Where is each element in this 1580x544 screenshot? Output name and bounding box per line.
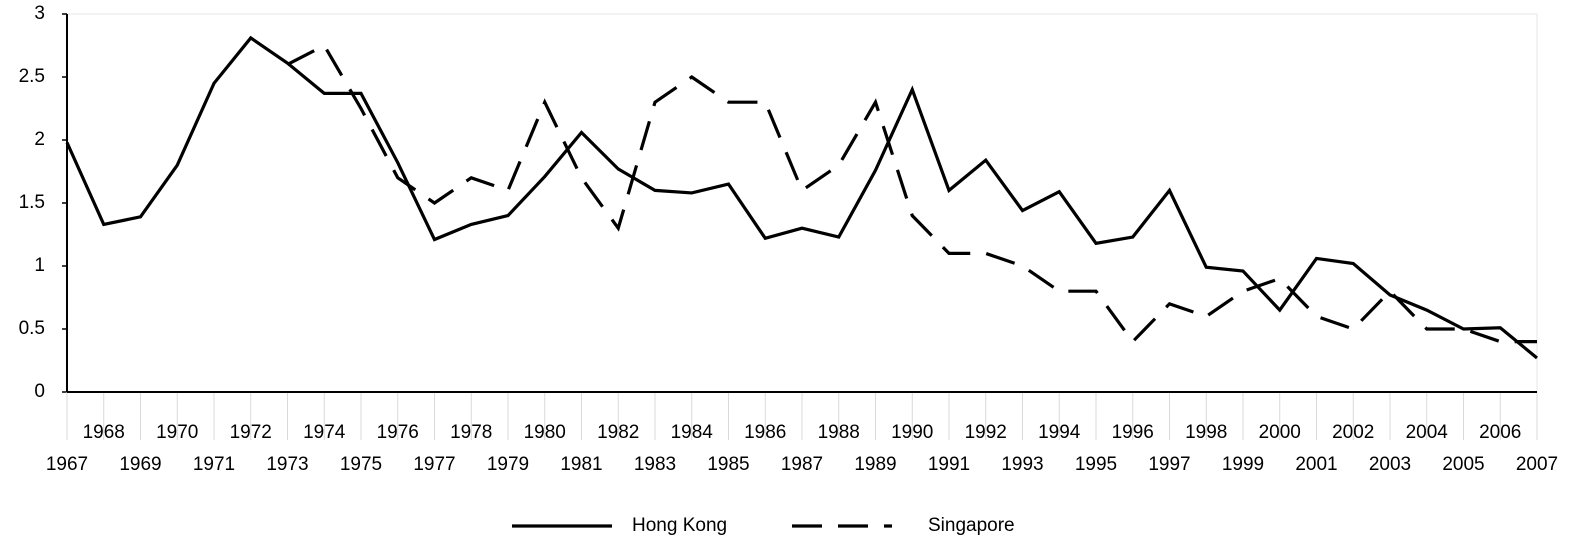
x-tick-label: 1988: [818, 422, 860, 443]
x-tick-label: 2001: [1295, 454, 1337, 475]
x-tick-label: 1980: [524, 422, 566, 443]
x-tick-label: 1978: [450, 422, 492, 443]
x-tick-label: 1979: [487, 454, 529, 475]
x-tick-label: 1981: [560, 454, 602, 475]
x-tick-label: 1992: [965, 422, 1007, 443]
legend-label: Singapore: [928, 515, 1015, 536]
legend-label: Hong Kong: [632, 515, 727, 536]
data-line: [65, 35, 1539, 360]
x-tick-label: 2002: [1332, 422, 1374, 443]
y-tick-label: 0.5: [19, 318, 45, 339]
x-tick-label: 2003: [1369, 454, 1411, 475]
x-tick-label: 2004: [1406, 422, 1449, 443]
x-tick-label: 1970: [156, 422, 198, 443]
x-tick-label: 1975: [340, 454, 382, 475]
x-tick-label: 1999: [1222, 454, 1264, 475]
x-tick-label: 1983: [634, 454, 676, 475]
x-tick-label: 1994: [1038, 422, 1081, 443]
data-line: [286, 43, 1537, 345]
x-tick-label: 1972: [230, 422, 272, 443]
y-tick-label: 1.5: [19, 192, 45, 213]
y-tick-label: 1: [34, 255, 45, 276]
x-tick-label: 1991: [928, 454, 970, 475]
x-tick-label: 1976: [377, 422, 419, 443]
x-tick-label: 1985: [707, 454, 749, 475]
x-tick-label: 1998: [1185, 422, 1227, 443]
x-tick-label: 1968: [83, 422, 125, 443]
x-tick-label: 1997: [1148, 454, 1190, 475]
x-tick-label: 1993: [1001, 454, 1043, 475]
x-tick-label: 1987: [781, 454, 823, 475]
x-tick-label: 1967: [46, 454, 88, 475]
x-tick-label: 1989: [854, 454, 896, 475]
x-tick-label: 2000: [1259, 422, 1301, 443]
y-tick-label: 3: [34, 3, 45, 24]
x-tick-label: 1986: [744, 422, 786, 443]
x-tick-label: 1969: [119, 454, 161, 475]
x-tick-label: 1971: [193, 454, 235, 475]
x-tick-label: 1996: [1112, 422, 1154, 443]
x-tick-label: 2005: [1442, 454, 1484, 475]
x-tick-label: 1995: [1075, 454, 1117, 475]
y-tick-label: 2.5: [19, 66, 45, 87]
x-tick-label: 2007: [1516, 454, 1558, 475]
x-tick-label: 2006: [1479, 422, 1521, 443]
x-tick-label: 1984: [671, 422, 714, 443]
x-tick-label: 1977: [413, 454, 455, 475]
x-tick-label: 1973: [266, 454, 308, 475]
y-tick-label: 2: [34, 129, 45, 150]
x-tick-label: 1974: [303, 422, 346, 443]
x-tick-label: 1982: [597, 422, 639, 443]
y-tick-label: 0: [34, 381, 45, 402]
x-tick-label: 1990: [891, 422, 933, 443]
